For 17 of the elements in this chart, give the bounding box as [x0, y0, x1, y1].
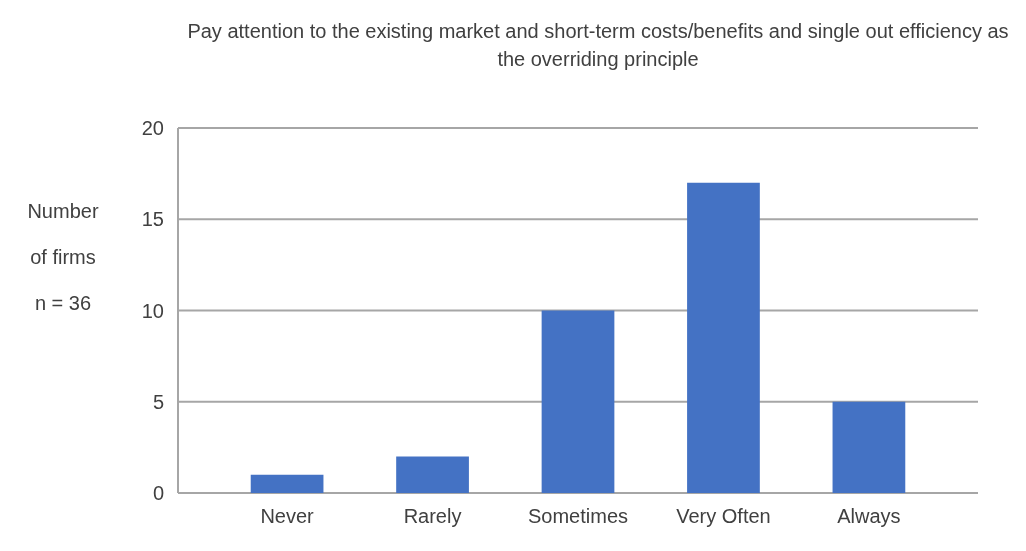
y-tick-label: 10: [141, 299, 164, 322]
y-tick-label: 5: [152, 390, 164, 413]
y-tick-label: 20: [141, 117, 164, 139]
x-tick-label: Never: [260, 505, 315, 527]
bar: [396, 456, 469, 493]
bar: [541, 310, 615, 493]
bar: [832, 401, 906, 493]
x-tick-label: Very Often: [676, 505, 771, 527]
y-tick-label: 15: [141, 208, 164, 231]
bar: [687, 182, 760, 493]
y-tick-label: 0: [152, 482, 164, 504]
x-tick-label: Rarely: [403, 505, 462, 527]
chart-title: Pay attention to the existing market and short-term costs/benefits and single out efficiency as the overriding principle: [187, 20, 1009, 70]
x-tick-label: Always: [837, 505, 901, 527]
x-tick-label: Sometimes: [527, 505, 629, 527]
text: Number of firms n = 36: [27, 200, 99, 314]
bar: [250, 474, 324, 493]
